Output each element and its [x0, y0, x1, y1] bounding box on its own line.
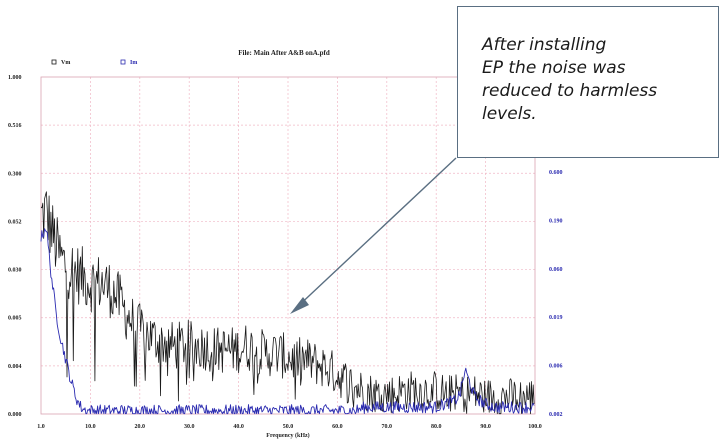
legend-marker-im	[120, 59, 126, 65]
x-tick-label: 50.0	[283, 424, 294, 430]
x-axis-label: Frequency (kHz)	[266, 432, 309, 439]
x-tick-label: 100.0	[528, 424, 542, 430]
legend-marker-vm	[51, 59, 57, 65]
y-left-tick-label: 0.005	[8, 316, 22, 322]
legend: Vm Im	[51, 59, 137, 66]
series-line-im	[40, 228, 535, 415]
tick-labels: 1.0 10.0 20.0 30.0 40.0 50.0 60.0 70.0 80.0 90.0 1…	[8, 75, 563, 430]
series-line-vm	[40, 191, 535, 415]
x-tick-label: 10.0	[85, 424, 96, 430]
x-tick-label: 80.0	[431, 424, 442, 430]
annotation-line-2: EP the noise was	[482, 58, 626, 78]
y-right-tick-label: 0.002	[549, 412, 563, 418]
legend-label-im: Im	[130, 60, 137, 66]
x-tick-label: 20.0	[135, 424, 146, 430]
legend-label-vm: Vm	[61, 60, 70, 66]
y-right-tick-label: 0.600	[549, 170, 563, 176]
y-left-tick-label: 0.030	[8, 268, 22, 274]
y-left-tick-label: 0.004	[8, 364, 22, 370]
grid-lines	[41, 77, 535, 414]
chart-title: File: Main After A&B onA.pfd	[238, 49, 330, 57]
y-right-tick-label: 0.060	[549, 267, 563, 273]
annotation-line-1: After installing	[482, 35, 607, 55]
annotation-line-3: reduced to harmless	[482, 81, 658, 101]
y-left-tick-label: 0.000	[8, 412, 22, 418]
annotation-arrowhead	[290, 297, 309, 314]
annotation-arrow	[293, 157, 457, 311]
x-tick-label: 60.0	[332, 424, 343, 430]
series-layer	[40, 191, 535, 415]
x-tick-label: 70.0	[382, 424, 393, 430]
y-left-tick-label: 0.516	[8, 123, 22, 129]
annotation-line-4: levels.	[482, 104, 537, 124]
x-tick-label: 1.0	[37, 424, 45, 430]
y-left-tick-label: 0.052	[8, 219, 22, 225]
y-right-tick-label: 0.006	[549, 364, 563, 370]
annotation-callout: After installing EP the noise was reduce…	[457, 6, 719, 158]
y-right-tick-label: 0.190	[549, 218, 563, 224]
x-tick-label: 90.0	[480, 424, 491, 430]
y-left-tick-label: 1.000	[8, 75, 22, 81]
x-tick-label: 30.0	[184, 424, 195, 430]
y-right-tick-label: 0.019	[549, 315, 563, 321]
y-left-tick-label: 0.300	[8, 171, 22, 177]
x-tick-label: 40.0	[233, 424, 244, 430]
